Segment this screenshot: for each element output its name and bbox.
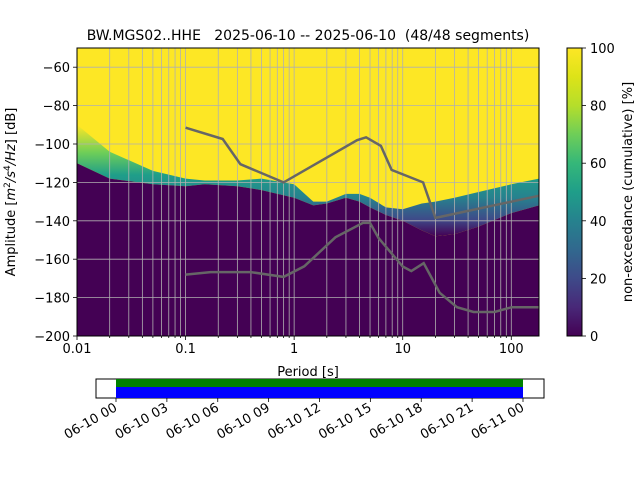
y-tick-label-5: −160 [34,253,70,268]
y-axis: −60 −80 −100 −120 −140 −160 −180 −200 [34,61,77,345]
timeline-tick-label-4: 06-10 12 [265,400,323,442]
y-tick-label-6: −180 [34,292,70,307]
colorbar-tick-label-1: 20 [590,272,607,287]
timeline-tick-label-6: 06-10 18 [367,400,425,442]
timeline-tick-label-7: 06-10 21 [418,400,476,442]
plot-frame [76,47,540,337]
timeline-tick-label-5: 06-10 15 [316,400,374,442]
x-tick-label-0: 0.01 [63,342,92,357]
chart-title: BW.MGS02..HHE 2025-06-10 -- 2025-06-10 (… [87,28,530,44]
x-axis: 0.01 0.1 1 10 100 [63,336,524,357]
psd-density-heatmap [77,48,539,336]
yellow-region [77,48,539,210]
timeline-tick-label-0: 06-10 00 [62,400,120,442]
y-tick-label-4: −140 [34,215,70,230]
vertical-grid [77,48,512,336]
x-tick-label-2: 1 [290,342,298,357]
x-axis-label: Period [s] [277,365,339,380]
coverage-bar-blue [116,387,523,398]
timeline-tick-label-2: 06-10 06 [164,400,222,442]
low-noise-model-line [185,221,539,314]
y-tick-label-1: −80 [43,100,70,115]
colorbar-tick-label-2: 40 [590,215,607,230]
transition-band [77,124,539,237]
y-tick-label-2: −100 [34,138,70,153]
colorbar-tick-label-5: 100 [590,42,615,57]
colorbar-ticks: 0 20 40 60 80 100 [582,42,615,345]
coverage-bar-green [116,379,523,387]
colorbar-tick-label-4: 80 [590,100,607,115]
timeline-tick-label-3: 06-10 09 [215,400,273,442]
x-tick-label-3: 10 [394,342,411,357]
y-axis-label: Amplitude [m2/s4/Hz] [dB] [3,108,19,277]
y-tick-label-7: −200 [34,330,70,345]
colorbar-tick-label-0: 0 [590,330,598,345]
timeline-tick-label-8: 06-11 00 [469,400,527,442]
x-tick-label-1: 0.1 [175,342,196,357]
colorbar-label: non-exceedance (cumulative) [%] [621,82,636,302]
y-tick-label-3: −120 [34,176,70,191]
purple-region [77,163,539,336]
psd-plot-area [77,48,539,336]
colorbar [566,47,583,337]
y-tick-label-0: −60 [43,61,70,76]
horizontal-grid [77,66,539,336]
x-tick-label-4: 100 [499,342,524,357]
high-noise-model-line [185,126,539,220]
timeline-tick-label-1: 06-10 03 [113,400,171,442]
colorbar-tick-label-3: 60 [590,157,607,172]
